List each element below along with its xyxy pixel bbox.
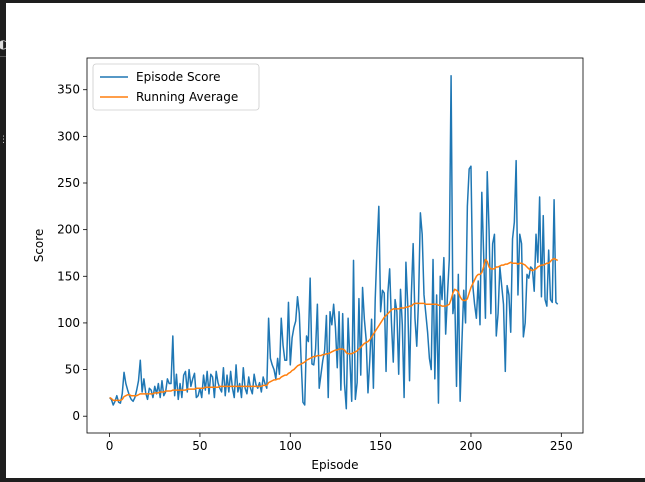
- y-axis-label: Score: [32, 229, 46, 263]
- partial-circle-icon: ◐: [0, 37, 6, 51]
- window-top-edge: [0, 0, 645, 3]
- x-tick-label: 0: [106, 439, 114, 453]
- strip-divider: [0, 56, 6, 57]
- y-tick-label: 100: [57, 316, 80, 330]
- x-tick-label: 150: [369, 439, 392, 453]
- x-tick-label: 250: [550, 439, 573, 453]
- line-chart: 0 50 100 150 200 250 0 50 100 150 200 250 300 350 Epis…: [32, 57, 584, 472]
- plot-frame: [86, 57, 584, 434]
- legend-entry: Running Average: [136, 90, 238, 104]
- series-line-running-average: [109, 257, 559, 402]
- partial-edge-icon: ⋮: [0, 135, 6, 145]
- y-tick-label: 150: [57, 269, 80, 283]
- x-tick-label: 100: [279, 439, 302, 453]
- window-left-strip: ◐ ⋮: [0, 0, 6, 478]
- y-tick-label: 250: [57, 176, 80, 190]
- y-tick-label: 300: [57, 129, 80, 143]
- series-line-episode-score: [109, 74, 559, 410]
- legend-box: [92, 63, 260, 111]
- y-tick-label: 350: [57, 83, 80, 97]
- legend-entry: Episode Score: [136, 70, 221, 84]
- y-tick-label: 200: [57, 223, 80, 237]
- figure-panel: 0 50 100 150 200 250 0 50 100 150 200 250 300 350 Epis…: [6, 3, 645, 478]
- y-tick-label: 50: [65, 363, 80, 377]
- x-tick-label: 50: [192, 439, 207, 453]
- y-tick-label: 0: [72, 409, 80, 423]
- x-axis-label: Episode: [311, 458, 358, 472]
- x-tick-label: 200: [460, 439, 483, 453]
